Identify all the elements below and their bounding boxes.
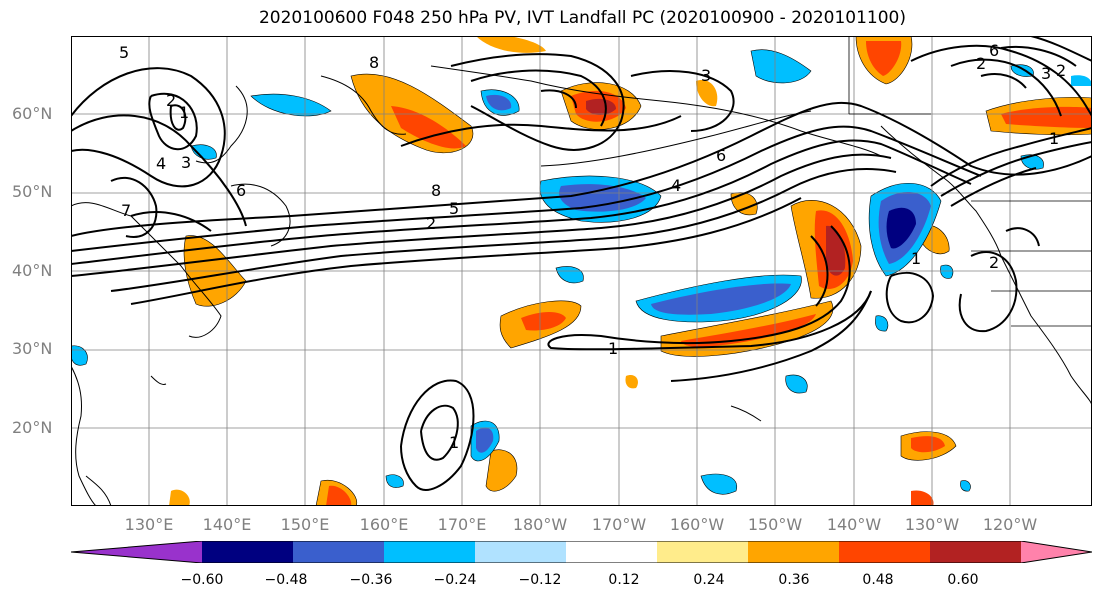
- map-canvas: 5 1 4 3 2 6 7 8 5 2 8 3 6 4 1 2 2 6 3 1 …: [71, 36, 1092, 506]
- longitude-label: 170°E: [437, 515, 487, 534]
- colorbar-segment: [293, 541, 385, 563]
- contour-label: 3: [1041, 64, 1051, 83]
- colorbar-tick-label: −0.12: [518, 572, 562, 588]
- contour-label: 1: [449, 433, 459, 452]
- contour-label: 5: [449, 199, 459, 218]
- contour-label: 3: [701, 66, 711, 85]
- contour-label: 1: [608, 339, 618, 358]
- colorbar-tick-label: 0.24: [693, 572, 725, 588]
- colorbar-segment: [657, 541, 749, 563]
- contour-label: 1: [1049, 129, 1059, 148]
- negative-anomaly-patch: [71, 49, 1092, 495]
- colorbar-segments: [71, 541, 1092, 563]
- longitude-label: 130°E: [124, 515, 174, 534]
- colorbar-tick-label: 0.60: [947, 572, 979, 588]
- colorbar-segment: [748, 541, 840, 563]
- pv-contours: [71, 36, 1092, 491]
- contour-label: 4: [156, 154, 166, 173]
- contour-label: 8: [369, 53, 379, 72]
- colorbar-tick-label: 0.12: [608, 572, 640, 588]
- contour-label: 2: [1056, 61, 1066, 80]
- colorbar: [71, 541, 1092, 563]
- longitude-label: 160°E: [359, 515, 409, 534]
- contour-label: 1: [179, 103, 189, 122]
- latitude-label: 20°N: [12, 418, 53, 437]
- contour-label: 7: [121, 201, 131, 220]
- longitude-label: 140°E: [202, 515, 252, 534]
- colorbar-segment: [475, 541, 567, 563]
- colorbar-segment: [202, 541, 294, 563]
- colorbar-segment: [1021, 541, 1092, 563]
- contour-label: 6: [236, 181, 246, 200]
- contour-label: 6: [989, 41, 999, 60]
- coastlines: [71, 65, 1092, 506]
- longitude-label: 180°W: [512, 515, 568, 534]
- colorbar-segment: [839, 541, 931, 563]
- longitude-label: 170°W: [591, 515, 647, 534]
- longitude-label: 140°W: [826, 515, 882, 534]
- colorbar-tick-label: 0.36: [778, 572, 810, 588]
- political-borders: [848, 36, 1092, 327]
- colorbar-tick-label: 0.48: [862, 572, 894, 588]
- contour-label: 6: [716, 146, 726, 165]
- positive-anomaly-patch: [169, 36, 1092, 506]
- contour-label: 4: [671, 176, 681, 195]
- colorbar-segment: [566, 541, 658, 563]
- contour-label: 2: [989, 253, 999, 272]
- contour-label: 2: [426, 214, 436, 233]
- latitude-label: 30°N: [12, 339, 53, 358]
- colorbar-segment: [384, 541, 476, 563]
- colorbar-tick-label: −0.24: [433, 572, 477, 588]
- contour-label: 8: [431, 181, 441, 200]
- latitude-label: 50°N: [12, 182, 53, 201]
- shading-layer: [71, 36, 1092, 506]
- map-title: 2020100600 F048 250 hPa PV, IVT Landfall…: [258, 8, 906, 28]
- contour-label: 1: [911, 249, 921, 268]
- longitude-label: 150°E: [280, 515, 330, 534]
- colorbar-segment: [930, 541, 1022, 563]
- latitude-label: 60°N: [12, 104, 53, 123]
- contour-label: 3: [181, 153, 191, 172]
- contour-label: 2: [166, 91, 176, 110]
- latitude-label: 40°N: [12, 261, 53, 280]
- longitude-label: 120°W: [982, 515, 1038, 534]
- colorbar-tick-label: −0.48: [264, 572, 308, 588]
- colorbar-segment: [71, 541, 202, 563]
- map-panel: 5 1 4 3 2 6 7 8 5 2 8 3 6 4 1 2 2 6 3 1 …: [71, 36, 1092, 506]
- contour-label: 2: [976, 54, 986, 73]
- colorbar-tick-label: −0.60: [180, 572, 224, 588]
- longitude-label: 130°W: [904, 515, 960, 534]
- colorbar-tick-label: −0.36: [349, 572, 393, 588]
- longitude-label: 150°W: [747, 515, 803, 534]
- contour-labels: 5 1 4 3 2 6 7 8 5 2 8 3 6 4 1 2 2 6 3 1 …: [119, 41, 1066, 452]
- longitude-label: 160°W: [669, 515, 725, 534]
- contour-label: 5: [119, 43, 129, 62]
